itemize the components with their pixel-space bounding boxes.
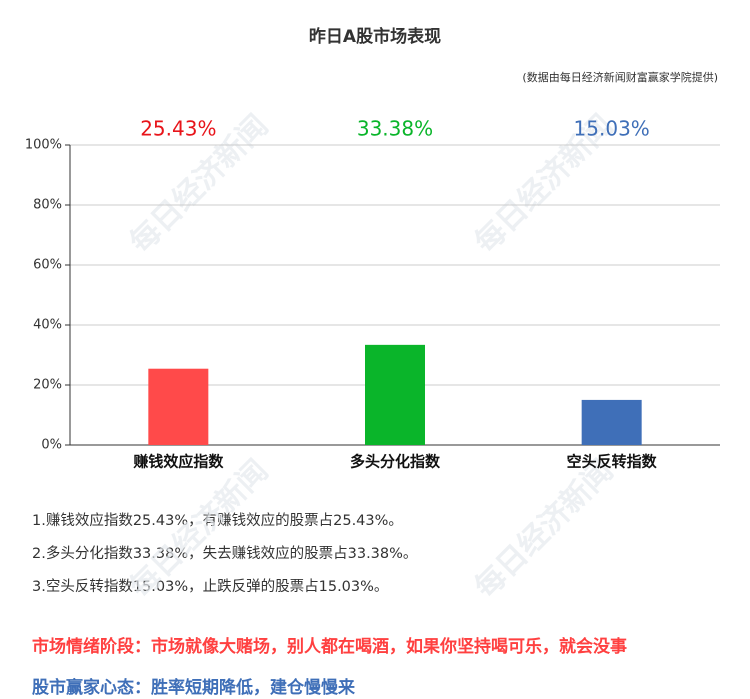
y-tick-label: 100% [25, 138, 62, 153]
x-tick-label: 赚钱效应指数 [132, 453, 224, 471]
mindset: 股市赢家心态：胜率短期降低，建仓慢慢来 [32, 677, 356, 698]
chart-title: 昨日A股市场表现 [309, 26, 441, 47]
value-label: 25.43% [140, 117, 216, 141]
bar [365, 344, 425, 445]
value-label: 33.38% [357, 117, 433, 141]
y-tick-label: 40% [33, 318, 62, 333]
sentiment: 市场情绪阶段：市场就像大赌场，别人都在喝酒，如果你坚持喝可乐，就会没事 [32, 636, 627, 657]
y-tick-label: 0% [41, 438, 62, 453]
chart-subtitle: (数据由每日经济新闻财富赢家学院提供) [522, 70, 718, 84]
note: 1.赚钱效应指数25.43%，有赚钱效应的股票占25.43%。 [32, 511, 403, 529]
note: 2.多头分化指数33.38%，失去赚钱效应的股票占33.38%。 [32, 544, 417, 562]
y-tick-label: 20% [33, 378, 62, 393]
y-tick-label: 80% [33, 198, 62, 213]
x-tick-label: 多头分化指数 [350, 453, 441, 471]
bar [148, 368, 209, 445]
note: 3.空头反转指数15.03%，止跌反弹的股票占15.03%。 [32, 578, 388, 595]
bar [581, 399, 642, 445]
watermark: 每日经济新闻 [468, 453, 620, 605]
value-label: 15.03% [574, 117, 650, 141]
x-tick-label: 空头反转指数 [567, 453, 658, 471]
y-tick-label: 60% [33, 258, 62, 273]
